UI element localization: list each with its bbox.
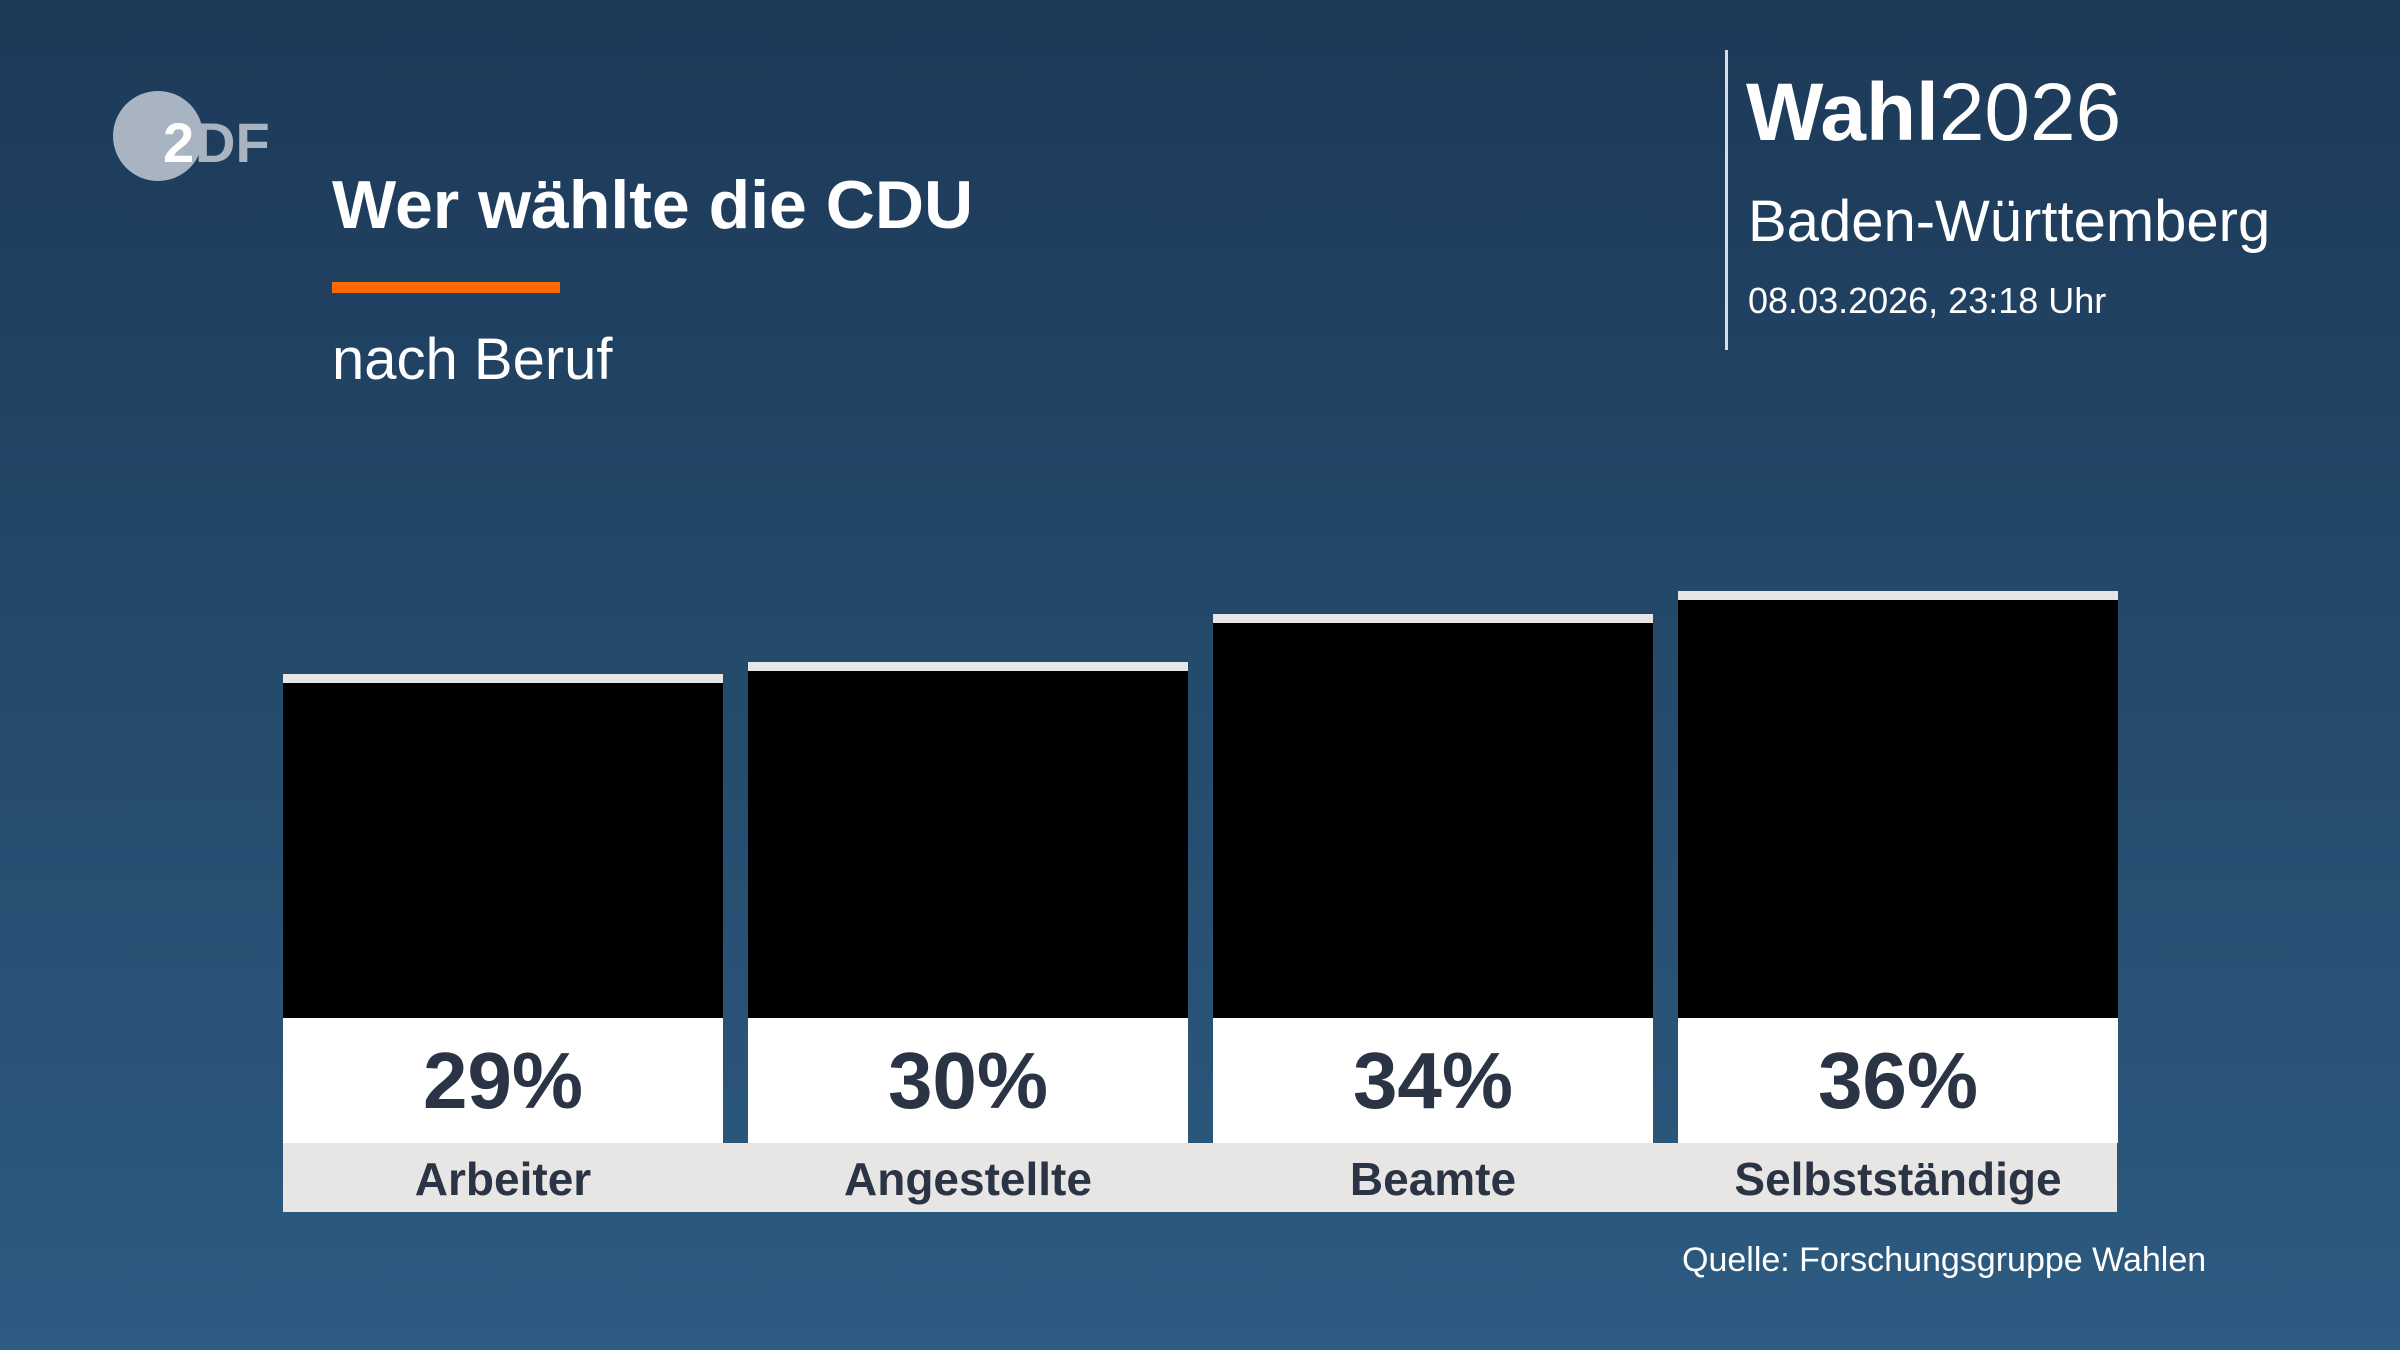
svg-text:DF: DF [195, 111, 270, 174]
bar-angestellte [748, 661, 1188, 1018]
bar-arbeiter [283, 673, 723, 1018]
category-band [283, 1143, 2117, 1212]
bar-cap [748, 661, 1188, 671]
bar-fill [1213, 623, 1653, 1018]
value-label: 30% [748, 1018, 1188, 1143]
zdf-logo: 2 DF [113, 91, 270, 181]
election-brand: Wahl2026 [1746, 72, 2121, 154]
chart-subtitle: nach Beruf [332, 327, 613, 392]
category-label: Arbeiter [414, 1153, 592, 1205]
source-note: Quelle: Forschungsgruppe Wahlen [1682, 1241, 2207, 1279]
bar-fill [1678, 599, 2118, 1018]
value-label: 29% [283, 1018, 723, 1143]
bar-selbstständige [1678, 590, 2118, 1018]
category-label: Beamte [1349, 1153, 1517, 1205]
region-label: Baden-Württemberg [1748, 189, 2271, 254]
bar-beamte [1213, 614, 1653, 1018]
accent-underline [332, 282, 560, 293]
bar-fill [283, 682, 723, 1018]
header-divider [1725, 50, 1728, 350]
category-label: Angestellte [844, 1153, 1092, 1205]
svg-text:2: 2 [163, 111, 194, 174]
timestamp: 08.03.2026, 23:18 Uhr [1748, 280, 2107, 321]
bar-cap [283, 673, 723, 683]
value-label: 36% [1678, 1018, 2118, 1143]
bar-cap [1213, 614, 1653, 624]
chart-title: Wer wählte die CDU [332, 167, 974, 243]
bar-cap [1678, 590, 2118, 600]
brand-year: 2026 [1938, 67, 2122, 158]
category-label: Selbstständige [1734, 1153, 2062, 1205]
bar-fill [748, 670, 1188, 1018]
brand-bold: Wahl [1746, 67, 1939, 158]
value-label: 34% [1213, 1018, 1653, 1143]
